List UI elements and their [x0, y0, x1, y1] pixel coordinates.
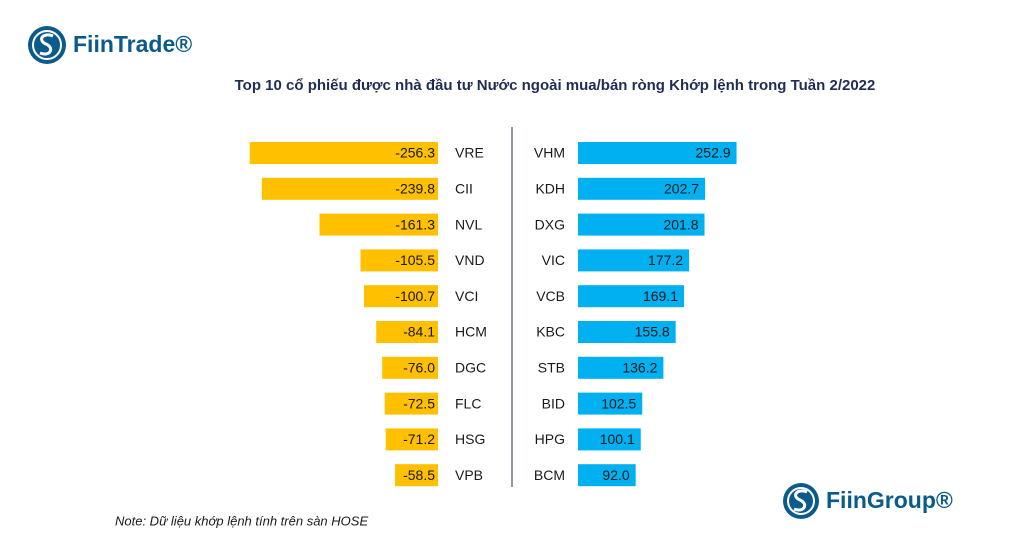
value-label: -84.1	[403, 324, 435, 340]
category-label: HSG	[455, 431, 485, 447]
bar	[578, 356, 664, 379]
brand-name: FiinGroup®	[826, 487, 953, 513]
chart-title: Top 10 cổ phiếu được nhà đầu tư Nước ngo…	[235, 77, 876, 94]
logo-right	[783, 483, 819, 519]
brand-name: FiinTrade®	[73, 31, 192, 57]
bar	[578, 249, 690, 272]
bar	[578, 392, 643, 415]
bar	[395, 464, 438, 487]
bar	[578, 428, 641, 451]
category-label: HPG	[535, 431, 565, 447]
value-label: 136.2	[622, 360, 657, 376]
category-label: VND	[455, 252, 485, 268]
bar	[249, 142, 438, 164]
value-label: -256.3	[395, 145, 435, 161]
bar	[578, 177, 706, 200]
category-label: HCM	[455, 324, 487, 340]
bar	[360, 249, 438, 272]
bar	[385, 428, 438, 451]
note: Note: Dữ liệu khớp lệnh tính trên sàn HO…	[115, 513, 368, 528]
category-label: VCI	[455, 288, 478, 304]
value-label: 169.1	[643, 288, 678, 304]
value-label: 92.0	[602, 467, 629, 483]
category-label: VRE	[455, 145, 484, 161]
value-label: -100.7	[395, 288, 435, 304]
value-label: 100.1	[600, 431, 635, 447]
value-label: -58.5	[403, 467, 435, 483]
category-label: VIC	[542, 252, 565, 268]
bar	[578, 321, 676, 343]
category-label: FLC	[455, 395, 481, 411]
value-label: -72.5	[403, 395, 435, 411]
value-label: 252.9	[696, 145, 731, 161]
category-label: CII	[455, 181, 473, 197]
value-label: -71.2	[403, 431, 435, 447]
category-label: DGC	[455, 360, 486, 376]
bar	[578, 213, 705, 236]
category-label: VCB	[536, 288, 565, 304]
category-label: BCM	[534, 467, 565, 483]
value-label: 177.2	[648, 252, 683, 268]
bar	[578, 285, 685, 308]
category-label: VPB	[455, 467, 483, 483]
value-label: -105.5	[395, 252, 435, 268]
bar	[376, 321, 438, 343]
value-label: 155.8	[635, 324, 670, 340]
logo-left	[28, 26, 66, 64]
category-label: STB	[538, 360, 565, 376]
category-label: KDH	[535, 181, 565, 197]
value-label: -76.0	[403, 360, 435, 376]
category-label: VHM	[534, 145, 565, 161]
value-label: 102.5	[601, 395, 636, 411]
bar	[319, 213, 438, 236]
value-label: -239.8	[395, 181, 435, 197]
category-label: KBC	[536, 324, 565, 340]
bar	[578, 464, 636, 487]
value-label: 201.8	[663, 216, 698, 232]
category-label: DXG	[535, 216, 565, 232]
bar	[364, 285, 438, 308]
value-label: -161.3	[395, 216, 435, 232]
category-label: BID	[542, 395, 565, 411]
value-label: 202.7	[664, 181, 699, 197]
bar	[382, 356, 438, 379]
bar	[261, 177, 438, 200]
category-label: NVL	[455, 216, 482, 232]
bar	[578, 142, 737, 164]
bar	[384, 392, 438, 415]
